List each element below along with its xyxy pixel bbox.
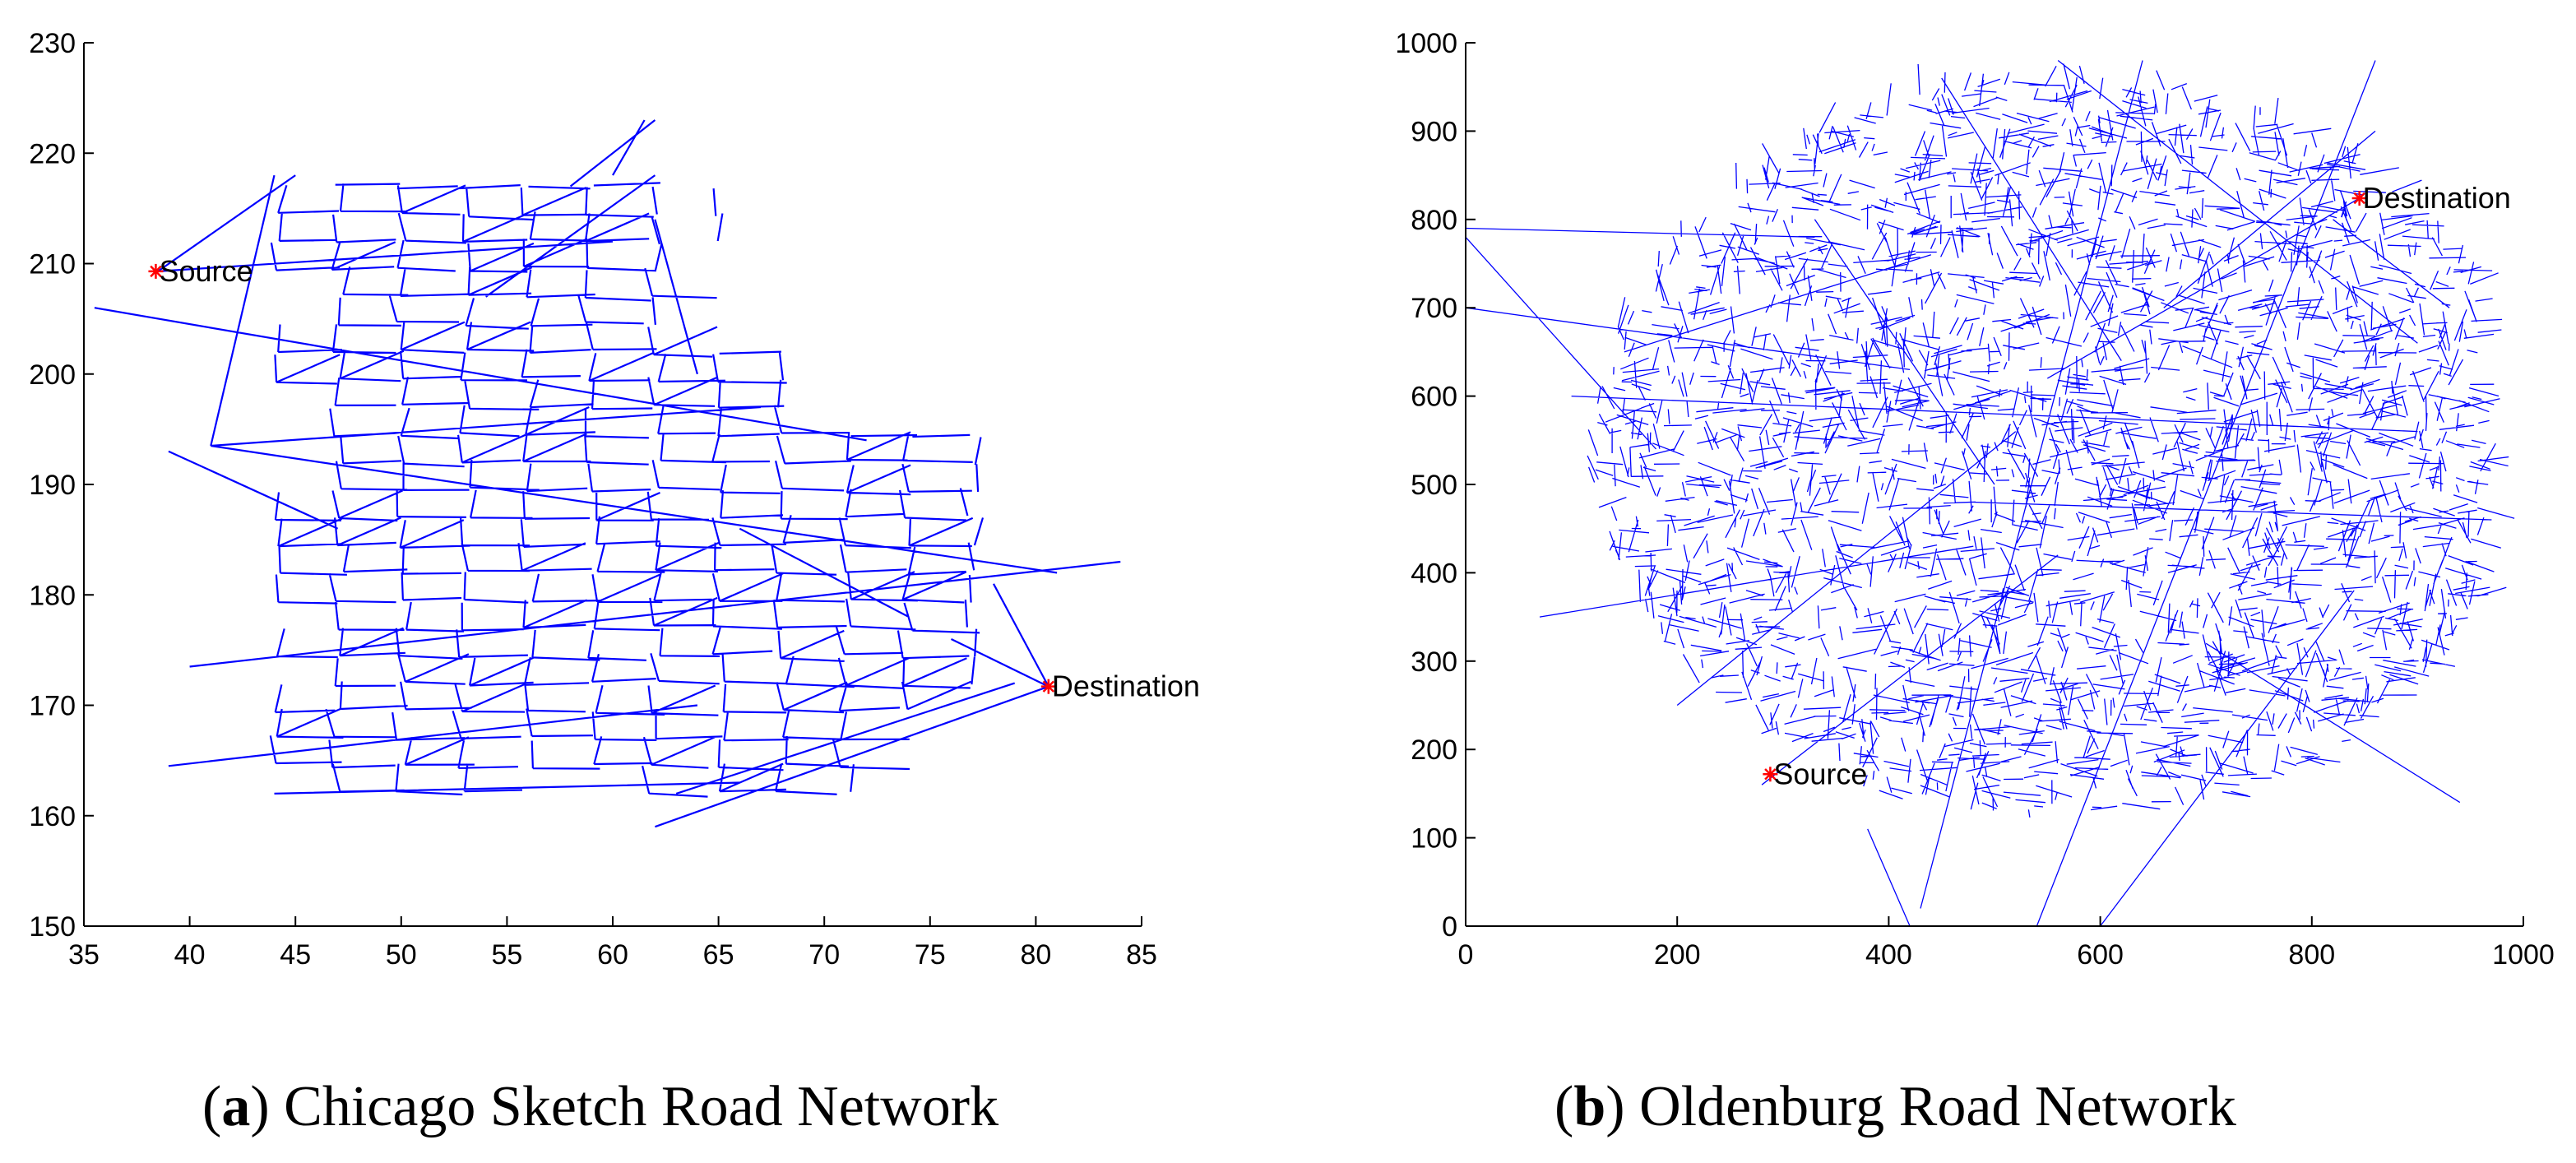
y-tick-label-a: 230 [29, 28, 76, 59]
markers-a: Source Destination [148, 254, 1200, 703]
x-tick-label-a: 65 [703, 939, 734, 971]
chart-b: 0 200 400 600 800 1000 0 100 200 300 400 500 600 700 8… [1395, 28, 2554, 971]
x-tick-label-a: 75 [915, 939, 946, 971]
y-tick-label-b: 0 [1442, 911, 1457, 943]
source-marker-a [148, 263, 164, 279]
y-tick-label-b: 600 [1411, 382, 1457, 413]
road-network-a [94, 119, 1121, 828]
y-tick-label-b: 400 [1411, 558, 1457, 589]
x-tick-label-a: 35 [68, 939, 100, 971]
source-marker-b [1763, 767, 1778, 782]
road-network-b [1465, 59, 2515, 927]
y-tick-label-a: 160 [29, 801, 76, 832]
y-tick-label-b: 800 [1411, 205, 1457, 236]
chart-a: 35 40 45 50 55 60 65 70 75 80 85 150 160 170 180 190 200… [29, 28, 1200, 971]
y-tick-label-b: 200 [1411, 734, 1457, 766]
x-tick-label-b: 400 [1865, 939, 1912, 971]
x-tick-label-b: 200 [1654, 939, 1701, 971]
x-tick-label-b: 800 [2288, 939, 2335, 971]
destination-marker-b [2351, 191, 2367, 206]
markers-b: Source Destination [1763, 181, 2511, 790]
y-tick-label-a: 170 [29, 691, 76, 722]
y-tick-label-b: 700 [1411, 293, 1457, 324]
y-tick-label-b: 100 [1411, 823, 1457, 855]
caption-b-letter: b [1573, 1075, 1606, 1138]
y-tick-label-a: 150 [29, 911, 76, 943]
caption-b-text: Oldenburg Road Network [1639, 1075, 2236, 1138]
y-tick-label-b: 500 [1411, 470, 1457, 501]
axes-a: 35 40 45 50 55 60 65 70 75 80 85 150 160 170 180 190 200… [29, 28, 1157, 971]
y-tick-label-a: 180 [29, 580, 76, 611]
destination-label-b: Destination [2363, 181, 2511, 215]
x-tick-label-b: 1000 [2492, 939, 2555, 971]
x-tick-label-b: 0 [1458, 939, 1474, 971]
y-tick-label-b: 300 [1411, 646, 1457, 678]
caption-a: (a) Chicago Sketch Road Network [202, 1075, 999, 1138]
x-tick-label-a: 55 [491, 939, 522, 971]
y-tick-label-a: 200 [29, 359, 76, 391]
x-tick-label-a: 45 [280, 939, 311, 971]
caption-a-text: Chicago Sketch Road Network [284, 1075, 999, 1138]
x-tick-label-a: 85 [1126, 939, 1157, 971]
caption-a-letter: a [221, 1075, 251, 1138]
destination-marker-a [1040, 679, 1056, 694]
y-tick-label-b: 1000 [1395, 28, 1457, 59]
x-tick-label-a: 50 [386, 939, 417, 971]
y-tick-label-a: 220 [29, 138, 76, 169]
x-tick-label-a: 40 [174, 939, 206, 971]
y-tick-label-a: 190 [29, 470, 76, 501]
destination-label-a: Destination [1052, 670, 1200, 703]
axes-b: 0 200 400 600 800 1000 0 100 200 300 400 500 600 700 8… [1395, 28, 2554, 971]
caption-b: (b) Oldenburg Road Network [1554, 1075, 2236, 1138]
x-tick-label-a: 70 [808, 939, 840, 971]
x-tick-label-b: 600 [2077, 939, 2124, 971]
y-tick-label-a: 210 [29, 249, 76, 280]
x-tick-label-a: 80 [1020, 939, 1051, 971]
source-label-a: Source [159, 254, 253, 288]
y-tick-label-b: 900 [1411, 116, 1457, 147]
source-label-b: Source [1773, 757, 1867, 790]
x-tick-label-a: 60 [597, 939, 628, 971]
